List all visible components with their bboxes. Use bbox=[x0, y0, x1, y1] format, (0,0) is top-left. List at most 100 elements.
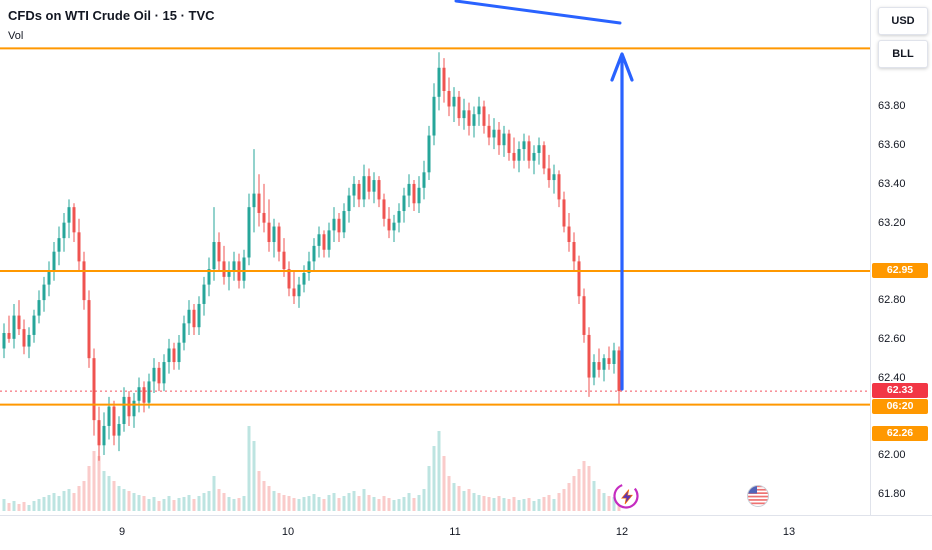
price-axis[interactable]: USD BLL 62.95 62.33 06:20 62.26 63.80 63.… bbox=[870, 0, 932, 515]
us-flag-icon[interactable] bbox=[746, 484, 770, 513]
volume-bar bbox=[457, 486, 461, 511]
volume-bar bbox=[587, 466, 591, 511]
time-tick-label: 13 bbox=[782, 526, 796, 538]
volume-bar bbox=[147, 499, 151, 511]
volume-bar bbox=[377, 499, 381, 511]
volume-bar bbox=[67, 489, 71, 511]
candle-body bbox=[442, 67, 446, 91]
volume-bar bbox=[92, 451, 96, 511]
candle-body bbox=[507, 133, 511, 153]
candle-body bbox=[397, 211, 401, 223]
volume-indicator-label[interactable]: Vol bbox=[8, 30, 24, 42]
volume-bar bbox=[327, 495, 331, 511]
candle-body bbox=[417, 187, 421, 204]
unit-button-bll[interactable]: BLL bbox=[878, 40, 928, 68]
candle-body bbox=[482, 106, 486, 126]
volume-bar bbox=[182, 497, 186, 511]
candle-body bbox=[457, 96, 461, 119]
price-badge-countdown: 06:20 bbox=[872, 399, 928, 415]
time-axis[interactable]: 9 10 11 12 13 bbox=[0, 515, 932, 550]
volume-bar bbox=[562, 489, 566, 511]
symbol-title[interactable]: CFDs on WTI Crude Oil · 15 · TVC bbox=[8, 8, 215, 23]
volume-bar bbox=[97, 456, 101, 511]
candle-body bbox=[77, 232, 81, 262]
volume-bar bbox=[267, 486, 271, 511]
chart-pane[interactable]: CFDs on WTI Crude Oil · 15 · TVC Vol bbox=[0, 0, 870, 515]
candle-body bbox=[167, 348, 171, 363]
volume-bar bbox=[552, 499, 556, 511]
volume-bar bbox=[77, 486, 81, 511]
candle-body bbox=[272, 226, 276, 243]
price-tick-label: 63.80 bbox=[878, 100, 906, 113]
candle-body bbox=[97, 420, 101, 446]
time-tick-label: 11 bbox=[449, 526, 461, 538]
volume-bar bbox=[447, 476, 451, 511]
volume-bar bbox=[72, 493, 76, 511]
candle-body bbox=[437, 67, 441, 97]
candle-body bbox=[412, 183, 416, 204]
volume-bar bbox=[257, 471, 261, 511]
volume-bar bbox=[282, 495, 286, 511]
volume-bar bbox=[112, 481, 116, 511]
volume-bar bbox=[177, 498, 181, 511]
candle-body bbox=[147, 381, 151, 403]
candle-body bbox=[192, 309, 196, 328]
volume-bar bbox=[502, 498, 506, 511]
volume-bar bbox=[542, 497, 546, 511]
volume-bar bbox=[512, 497, 516, 511]
candle-body bbox=[32, 315, 36, 335]
volume-bar bbox=[2, 499, 6, 511]
candle-body bbox=[512, 152, 516, 161]
volume-bar bbox=[397, 499, 401, 511]
volume-bar bbox=[607, 496, 611, 511]
volume-bar bbox=[247, 426, 251, 511]
volume-bar bbox=[107, 476, 111, 511]
volume-bar bbox=[387, 498, 391, 511]
volume-bar bbox=[507, 499, 511, 511]
volume-bar bbox=[407, 493, 411, 511]
candle-body bbox=[212, 242, 216, 270]
candle-body bbox=[407, 183, 411, 196]
volume-bar bbox=[47, 495, 51, 511]
candle-body bbox=[517, 149, 521, 161]
volume-bar bbox=[12, 501, 16, 511]
candle-body bbox=[262, 212, 266, 223]
candle-body bbox=[617, 350, 621, 392]
candle-body bbox=[202, 284, 206, 304]
volume-bar bbox=[207, 491, 211, 511]
candle-body bbox=[187, 309, 191, 324]
candle-body bbox=[112, 406, 116, 436]
volume-bar bbox=[597, 489, 601, 511]
price-badge-low-level: 62.26 bbox=[872, 425, 928, 441]
volume-bar bbox=[152, 497, 156, 511]
candle-body bbox=[197, 303, 201, 328]
candle-body bbox=[67, 207, 71, 223]
volume-bar bbox=[287, 496, 291, 511]
volume-bar bbox=[487, 497, 491, 511]
volume-bar bbox=[517, 500, 521, 511]
candle-body bbox=[87, 300, 91, 359]
trendline-drawing bbox=[454, 0, 622, 25]
volume-bar bbox=[557, 493, 561, 511]
candle-body bbox=[522, 141, 526, 150]
candle-body bbox=[277, 226, 281, 252]
volume-bar bbox=[312, 494, 316, 511]
candle-body bbox=[322, 234, 326, 250]
candle-body bbox=[552, 174, 556, 181]
volume-bar bbox=[392, 500, 396, 511]
volume-bar bbox=[527, 498, 531, 511]
volume-bar bbox=[347, 493, 351, 511]
time-tick-label: 9 bbox=[118, 526, 126, 538]
volume-bar bbox=[372, 497, 376, 511]
currency-button-usd[interactable]: USD bbox=[878, 7, 928, 35]
lightning-icon[interactable] bbox=[612, 482, 640, 515]
price-tick-label: 62.80 bbox=[878, 294, 906, 307]
volume-bar bbox=[222, 493, 226, 511]
candle-body bbox=[47, 271, 51, 285]
candle-body bbox=[142, 387, 146, 403]
candle-body bbox=[577, 261, 581, 297]
price-badge-current: 62.33 bbox=[872, 383, 928, 399]
volume-bar bbox=[22, 502, 26, 511]
volume-bar bbox=[342, 496, 346, 511]
volume-bar bbox=[87, 466, 91, 511]
